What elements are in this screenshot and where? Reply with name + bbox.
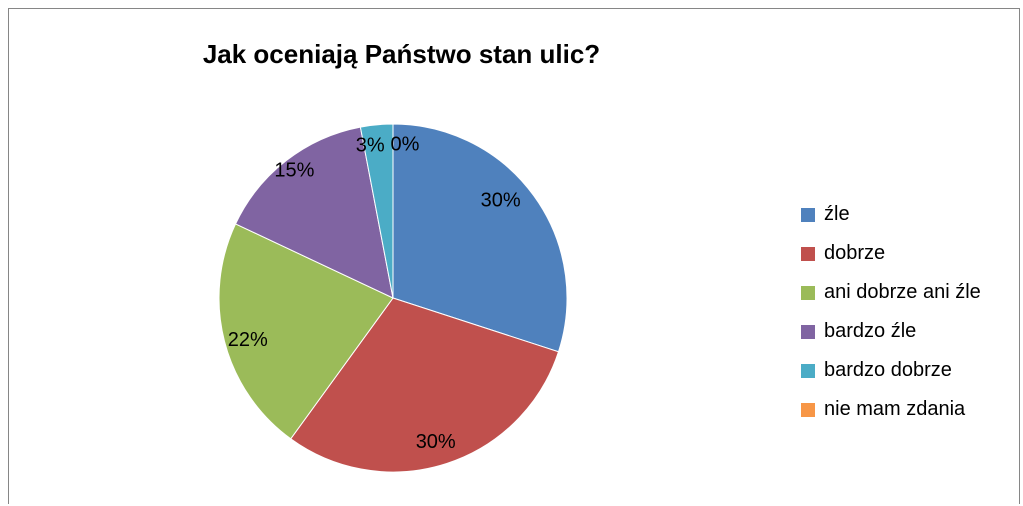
chart-frame: Jak oceniają Państwo stan ulic? 30% 30% 22…	[8, 8, 1020, 504]
pie-slice-zle	[392, 123, 568, 353]
legend-swatch	[801, 324, 815, 339]
legend: źle dobrze ani dobrze ani źle bardzo źle bar…	[801, 195, 981, 429]
legend-swatch	[801, 207, 815, 222]
legend-swatch	[801, 246, 815, 261]
legend-label: dobrze	[824, 242, 886, 264]
pie-slice-dobrze	[290, 297, 560, 473]
pie-chart: 30% 30% 22% 15% 3% 0%	[218, 123, 568, 473]
legend-swatch	[801, 363, 815, 378]
legend-swatch	[801, 285, 815, 300]
pie-slice-bardzo-zle	[234, 126, 394, 299]
pie-slice-bardzo-dobrze	[359, 123, 394, 299]
legend-item-bardzo-zle: bardzo źle	[801, 312, 981, 351]
legend-item-zle: źle	[801, 195, 981, 234]
data-label-bardzo-dobrze: 3%	[356, 134, 385, 156]
legend-item-ani-dobrze-ani-zle: ani dobrze ani źle	[801, 273, 981, 312]
legend-item-nie-mam-zdania: nie mam zdania	[801, 390, 981, 429]
legend-label: bardzo dobrze	[824, 359, 952, 381]
data-label-bardzo-zle: 15%	[274, 159, 314, 181]
legend-swatch	[801, 402, 815, 417]
data-label-nie-mam-zdania: 0%	[391, 134, 420, 156]
chart-title: Jak oceniają Państwo stan ulic?	[202, 39, 601, 69]
legend-item-bardzo-dobrze: bardzo dobrze	[801, 351, 981, 390]
data-label-ani-dobrze-ani-zle: 22%	[228, 329, 268, 351]
legend-label: ani dobrze ani źle	[824, 281, 981, 303]
data-label-dobrze: 30%	[416, 431, 456, 453]
legend-label: źle	[824, 203, 850, 225]
data-label-zle: 30%	[481, 189, 521, 211]
legend-label: nie mam zdania	[824, 398, 966, 420]
legend-item-dobrze: dobrze	[801, 234, 981, 273]
legend-label: bardzo źle	[824, 320, 917, 342]
